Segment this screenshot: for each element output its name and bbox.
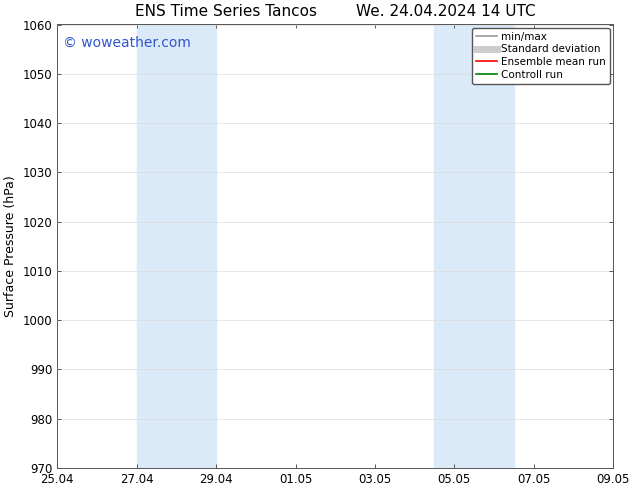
Bar [434, 24, 514, 468]
Bar [137, 24, 216, 468]
Text: © woweather.com: © woweather.com [63, 36, 191, 49]
Title: ENS Time Series Tancos        We. 24.04.2024 14 UTC: ENS Time Series Tancos We. 24.04.2024 14… [135, 4, 536, 19]
Y-axis label: Surface Pressure (hPa): Surface Pressure (hPa) [4, 175, 17, 317]
Legend: min/max, Standard deviation, Ensemble mean run, Controll run: min/max, Standard deviation, Ensemble me… [472, 27, 610, 84]
